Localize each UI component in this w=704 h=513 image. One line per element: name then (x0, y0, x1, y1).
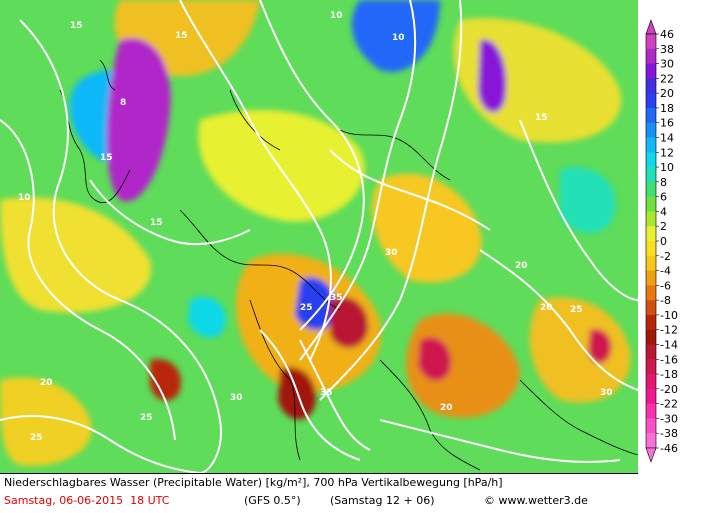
contour-label: 35 (330, 293, 343, 303)
legend-tick-label: -22 (660, 398, 678, 411)
legend-swatch (646, 300, 656, 316)
legend-swatch (646, 93, 656, 109)
legend-tick-label: 16 (660, 117, 674, 130)
legend-swatch (646, 374, 656, 390)
legend-swatch (646, 137, 656, 153)
contour-label: 30 (385, 248, 398, 258)
legend-tick-label: 38 (660, 43, 674, 56)
contour-label: 10 (18, 193, 31, 203)
legend-tick-label: -18 (660, 368, 678, 381)
copyright-label[interactable]: © www.wetter3.de (484, 494, 588, 507)
legend-swatch (646, 181, 656, 198)
legend-tick-label: -46 (660, 442, 678, 455)
legend-tick-label: 8 (660, 176, 667, 189)
legend-tick-label: -4 (660, 265, 671, 278)
valid-date: Samstag, 06-06-2015 18 UTC (4, 494, 170, 507)
legend-swatch (646, 270, 656, 286)
legend-tick-label: -2 (660, 250, 671, 263)
legend-arrow-bottom (645, 447, 657, 463)
legend-swatch (646, 388, 656, 405)
contour-label: 30 (230, 393, 243, 403)
frame-divider (0, 473, 638, 474)
legend-swatch (646, 418, 656, 434)
legend-tick-label: 12 (660, 146, 674, 159)
legend-swatch (646, 211, 656, 227)
legend-tick-label: -14 (660, 339, 678, 352)
legend-swatch (646, 167, 656, 183)
legend-swatch (646, 433, 656, 449)
legend-swatch (646, 48, 656, 65)
legend-swatch (646, 196, 656, 212)
legend-swatch (646, 359, 656, 375)
map-title: Niederschlagbares Wasser (Precipitable W… (4, 476, 503, 489)
legend-swatch (646, 152, 656, 168)
legend-tick-label: -12 (660, 324, 678, 337)
legend-tick-label: 30 (660, 58, 674, 71)
run-label: (Samstag 12 + 06) (330, 494, 435, 507)
legend-swatch (646, 226, 656, 242)
legend-tick-label: -8 (660, 294, 671, 307)
contour-label: 10 (330, 11, 343, 21)
legend-swatch (646, 314, 656, 331)
legend-swatch (646, 34, 656, 50)
legend-swatch (646, 329, 656, 345)
contour-label: 8 (120, 98, 126, 108)
legend-swatch (646, 78, 656, 94)
legend-tick-label: -20 (660, 383, 678, 396)
legend-tick-label: 10 (660, 161, 674, 174)
weather-map: 15 10 8 15 20 25 30 35 15 10 20 25 30 15 20 25 30 35 10 15 2… (0, 0, 638, 473)
contour-label: 20 (540, 303, 553, 313)
legend-swatch (646, 122, 656, 138)
legend-swatch (646, 107, 656, 124)
contour-label: 25 (570, 305, 583, 315)
contour-label: 25 (30, 433, 43, 443)
contour-label: 25 (300, 303, 313, 313)
model-label: (GFS 0.5°) (244, 494, 301, 507)
legend-tick-label: 20 (660, 87, 674, 100)
contour-label: 15 (70, 21, 83, 31)
legend-tick-label: -6 (660, 279, 671, 292)
legend-tick-label: -30 (660, 412, 678, 425)
contour-label: 15 (150, 218, 163, 228)
contour-label: 10 (392, 33, 405, 43)
contour-label: 15 (100, 153, 113, 163)
legend-tick-label: -16 (660, 353, 678, 366)
legend-tick-label: 0 (660, 235, 667, 248)
legend-colorbar: 4638302220181614121086420-2-4-6-8-10-12-… (645, 19, 678, 463)
contour-label: 35 (320, 388, 333, 398)
legend-tick-label: 14 (660, 132, 674, 145)
coastlines (59, 59, 638, 471)
contour-label: 20 (515, 261, 528, 271)
contour-label: 15 (175, 31, 188, 41)
legend-tick-label: 18 (660, 102, 674, 115)
legend-swatch (646, 241, 656, 257)
contour-label: 15 (535, 113, 548, 123)
contour-label: 30 (600, 388, 613, 398)
legend-tick-label: 4 (660, 205, 667, 218)
legend-tick-label: 6 (660, 191, 667, 204)
legend-swatch (646, 403, 656, 419)
legend-tick-label: 2 (660, 220, 667, 233)
legend-swatch (646, 255, 656, 272)
contour-label: 20 (440, 403, 453, 413)
pw-contours (0, 0, 638, 473)
contour-labels: 15 10 8 15 20 25 30 35 15 10 20 25 30 15 20 25 30 35 10 15 2… (18, 11, 613, 443)
legend-tick-label: -10 (660, 309, 678, 322)
contour-label: 25 (140, 413, 153, 423)
legend-tick-label: -38 (660, 427, 678, 440)
legend-arrow-top (645, 19, 657, 35)
legend-tick-label: 22 (660, 72, 674, 85)
contour-label: 20 (40, 378, 53, 388)
legend-swatch (646, 285, 656, 301)
legend-tick-label: 46 (660, 28, 674, 41)
legend-swatch (646, 344, 656, 360)
legend-swatch (646, 63, 656, 79)
